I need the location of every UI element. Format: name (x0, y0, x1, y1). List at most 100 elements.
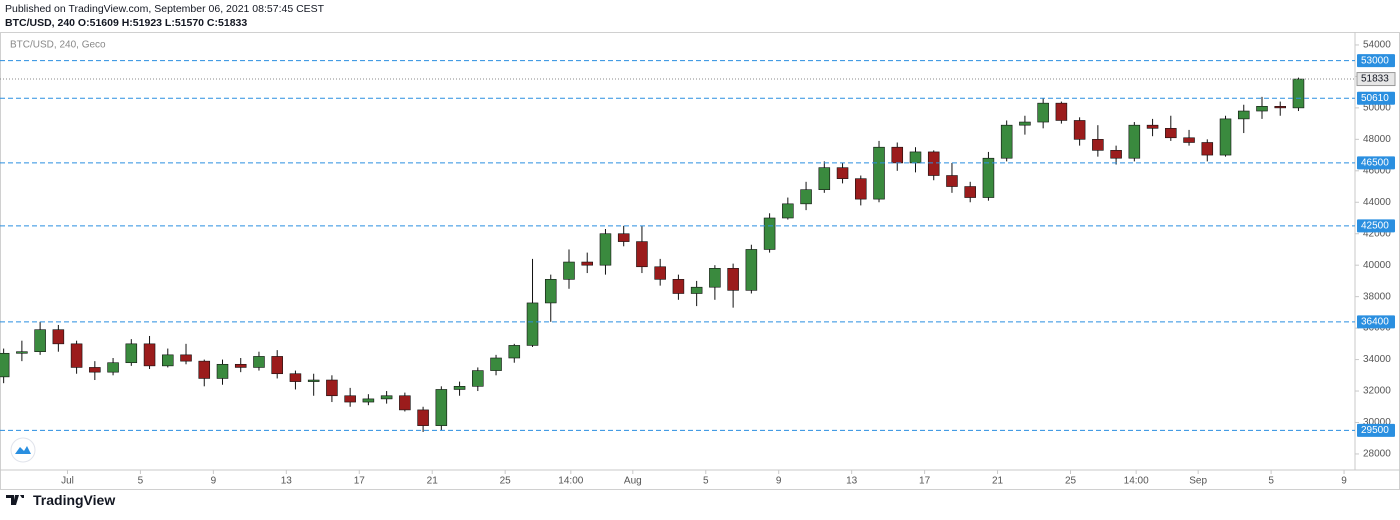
header: Published on TradingView.com, September … (0, 0, 1400, 32)
candle-body (654, 266, 666, 280)
level-label-box (1357, 423, 1395, 437)
candle-body (909, 151, 922, 164)
y-tick-label: 34000 (1363, 354, 1391, 365)
x-tick-label: 9 (776, 476, 782, 487)
candle-body (672, 279, 685, 294)
candle-body (1237, 110, 1250, 120)
candle-body (380, 395, 393, 400)
y-tick-label: 44000 (1363, 197, 1391, 208)
candle-body (34, 329, 46, 353)
candle-body (143, 343, 156, 367)
y-tick-label: 46000 (1363, 165, 1391, 176)
level-label: 53000 (1361, 55, 1389, 66)
x-tick-label: 5 (1268, 476, 1274, 487)
candle-body (453, 386, 466, 390)
candle-body (125, 343, 138, 364)
candle-body (818, 167, 831, 190)
candle-body (1073, 120, 1086, 140)
level-label-box (1357, 54, 1395, 68)
chart: BTC/USD, 240, Geco 28000 30000 32000 34000 3… (0, 32, 1400, 490)
candle-body (982, 157, 995, 198)
candle-body (326, 379, 338, 397)
candle-body (745, 249, 758, 291)
candle-body (544, 279, 557, 304)
candle-body (1183, 137, 1195, 143)
candle-body (946, 175, 958, 187)
candle-body (16, 351, 28, 354)
candle-body (599, 233, 612, 266)
candle-body (891, 146, 904, 164)
candle-body (89, 367, 101, 373)
brand-name: TradingView (33, 492, 116, 508)
candle-body (563, 261, 575, 280)
level-label-box (1357, 91, 1395, 105)
candle-body (0, 352, 10, 378)
candle-body (855, 178, 867, 200)
brand-logo (6, 495, 24, 505)
candle-body (198, 360, 211, 379)
candle-body (1019, 121, 1031, 126)
candle-body (399, 395, 411, 411)
candle-body (289, 373, 302, 382)
x-tick-label: 25 (1065, 476, 1077, 487)
candle-body (253, 356, 265, 368)
candle-body (1128, 124, 1141, 159)
candle-body (107, 362, 119, 373)
candle-body (1110, 150, 1122, 159)
candle-body (271, 356, 283, 375)
candle-body (216, 363, 229, 379)
x-tick-label: Aug (624, 476, 642, 487)
candle-body (690, 286, 703, 294)
candle-body (927, 151, 940, 176)
y-tick-label: 50000 (1363, 103, 1391, 114)
candle-body (234, 363, 247, 368)
candle-body (1165, 128, 1177, 139)
footer: TradingView (6, 492, 115, 508)
candle-body (307, 379, 320, 382)
last-price-box (1356, 72, 1396, 87)
x-tick-label: 14:00 (558, 476, 583, 487)
level-label-box (1357, 315, 1395, 329)
y-tick-label: 54000 (1363, 40, 1391, 51)
candle-body (508, 345, 521, 359)
x-tick-label: Jul (61, 476, 74, 487)
candle-body (782, 203, 794, 219)
published-line: Published on TradingView.com, September … (5, 3, 325, 15)
candle-body (1055, 102, 1068, 121)
candle-body (1256, 106, 1268, 112)
candle-body (636, 241, 648, 268)
candle-body (709, 268, 721, 288)
level-label: 50610 (1361, 93, 1389, 104)
candle-body (873, 146, 885, 200)
x-tick-label: 25 (500, 476, 512, 487)
y-tick-label: 40000 (1363, 260, 1391, 271)
candle-body (1219, 118, 1232, 156)
candle-body (344, 395, 356, 403)
candle-body (1292, 78, 1305, 109)
level-label-box (1357, 156, 1395, 170)
candle-body (52, 329, 65, 345)
x-tick-label: 5 (138, 476, 144, 487)
x-tick-label: 21 (427, 476, 439, 487)
y-tick-label: 38000 (1363, 291, 1391, 302)
x-tick-label: 13 (281, 476, 293, 487)
candle-body (180, 354, 192, 362)
candle-body (964, 186, 976, 198)
candle-body (727, 268, 739, 291)
candle-body (70, 343, 83, 368)
chart-frame (0, 32, 1400, 490)
y-tick-label: 30000 (1363, 417, 1391, 428)
candle-body (490, 357, 502, 371)
candle-body (800, 189, 812, 205)
chart-legend: BTC/USD, 240, Geco (10, 40, 106, 51)
candle-body (417, 409, 429, 426)
x-tick-label: 17 (919, 476, 931, 487)
candle-body (435, 389, 448, 426)
candle-body (472, 370, 484, 387)
candle-body (526, 302, 539, 346)
y-tick-label: 48000 (1363, 134, 1391, 145)
y-tick-label: 42000 (1363, 228, 1391, 239)
logo-icon (15, 446, 31, 454)
level-label-box (1357, 219, 1395, 233)
candle-body (836, 167, 849, 179)
